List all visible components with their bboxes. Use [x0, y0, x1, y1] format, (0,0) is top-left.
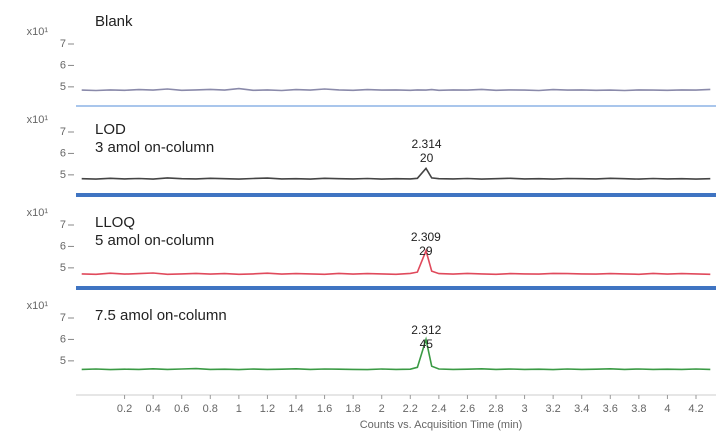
trace [81, 248, 711, 276]
y-tick-label: 7 [60, 219, 66, 231]
scale-label: x10¹ [27, 26, 49, 38]
x-tick-label: 1.4 [288, 403, 303, 415]
x-tick-label: 3.2 [545, 403, 560, 415]
x-tick-label: 2.4 [431, 403, 446, 415]
y-tick-label: 7 [60, 38, 66, 50]
baseline-band [76, 193, 716, 197]
scale-label: x10¹ [27, 114, 49, 126]
x-tick-label: 2.6 [460, 403, 475, 415]
x-tick-label: 3.6 [603, 403, 618, 415]
panel-label: 7.5 amol on-column [95, 307, 227, 324]
panel-label: 5 amol on-column [95, 232, 214, 249]
x-tick-label: 1.2 [260, 403, 275, 415]
y-tick-label: 7 [60, 312, 66, 324]
y-tick-label: 6 [60, 240, 66, 252]
y-tick-label: 5 [60, 262, 66, 274]
peak-label: 2.309 [411, 230, 441, 244]
y-tick-label: 5 [60, 81, 66, 93]
x-tick-label: 2.8 [488, 403, 503, 415]
x-tick-label: 1.8 [345, 403, 360, 415]
x-tick-label: 1.6 [317, 403, 332, 415]
x-tick-label: 3.4 [574, 403, 589, 415]
x-tick-label: 3 [522, 403, 528, 415]
x-tick-label: 4.2 [688, 403, 703, 415]
y-tick-label: 7 [60, 126, 66, 138]
peak-label: 45 [420, 337, 434, 351]
peak-label: 20 [420, 151, 434, 165]
x-tick-label: 1 [236, 403, 242, 415]
scale-label: x10¹ [27, 300, 49, 312]
y-tick-label: 6 [60, 59, 66, 71]
y-tick-label: 6 [60, 333, 66, 345]
peak-label: 2.314 [412, 137, 442, 151]
trace [81, 87, 711, 92]
x-tick-label: 2.2 [403, 403, 418, 415]
panel-label: Blank [95, 13, 133, 30]
panel-label: 3 amol on-column [95, 139, 214, 156]
trace [81, 336, 711, 371]
panel-label: LLOQ [95, 214, 135, 231]
x-tick-label: 2 [379, 403, 385, 415]
x-tick-label: 0.2 [117, 403, 132, 415]
peak-label: 29 [419, 244, 433, 258]
y-tick-label: 5 [60, 355, 66, 367]
x-tick-label: 0.6 [174, 403, 189, 415]
scale-label: x10¹ [27, 207, 49, 219]
x-tick-label: 3.8 [631, 403, 646, 415]
baseline-band [76, 105, 716, 107]
x-tick-label: 0.4 [145, 403, 160, 415]
peak-label: 2.312 [411, 323, 441, 337]
x-axis-label: Counts vs. Acquisition Time (min) [360, 419, 523, 431]
panel-label: LOD [95, 121, 126, 138]
trace [81, 167, 711, 180]
x-tick-label: 4 [664, 403, 670, 415]
baseline-band [76, 286, 716, 290]
y-tick-label: 5 [60, 169, 66, 181]
y-tick-label: 6 [60, 147, 66, 159]
x-tick-label: 0.8 [203, 403, 218, 415]
